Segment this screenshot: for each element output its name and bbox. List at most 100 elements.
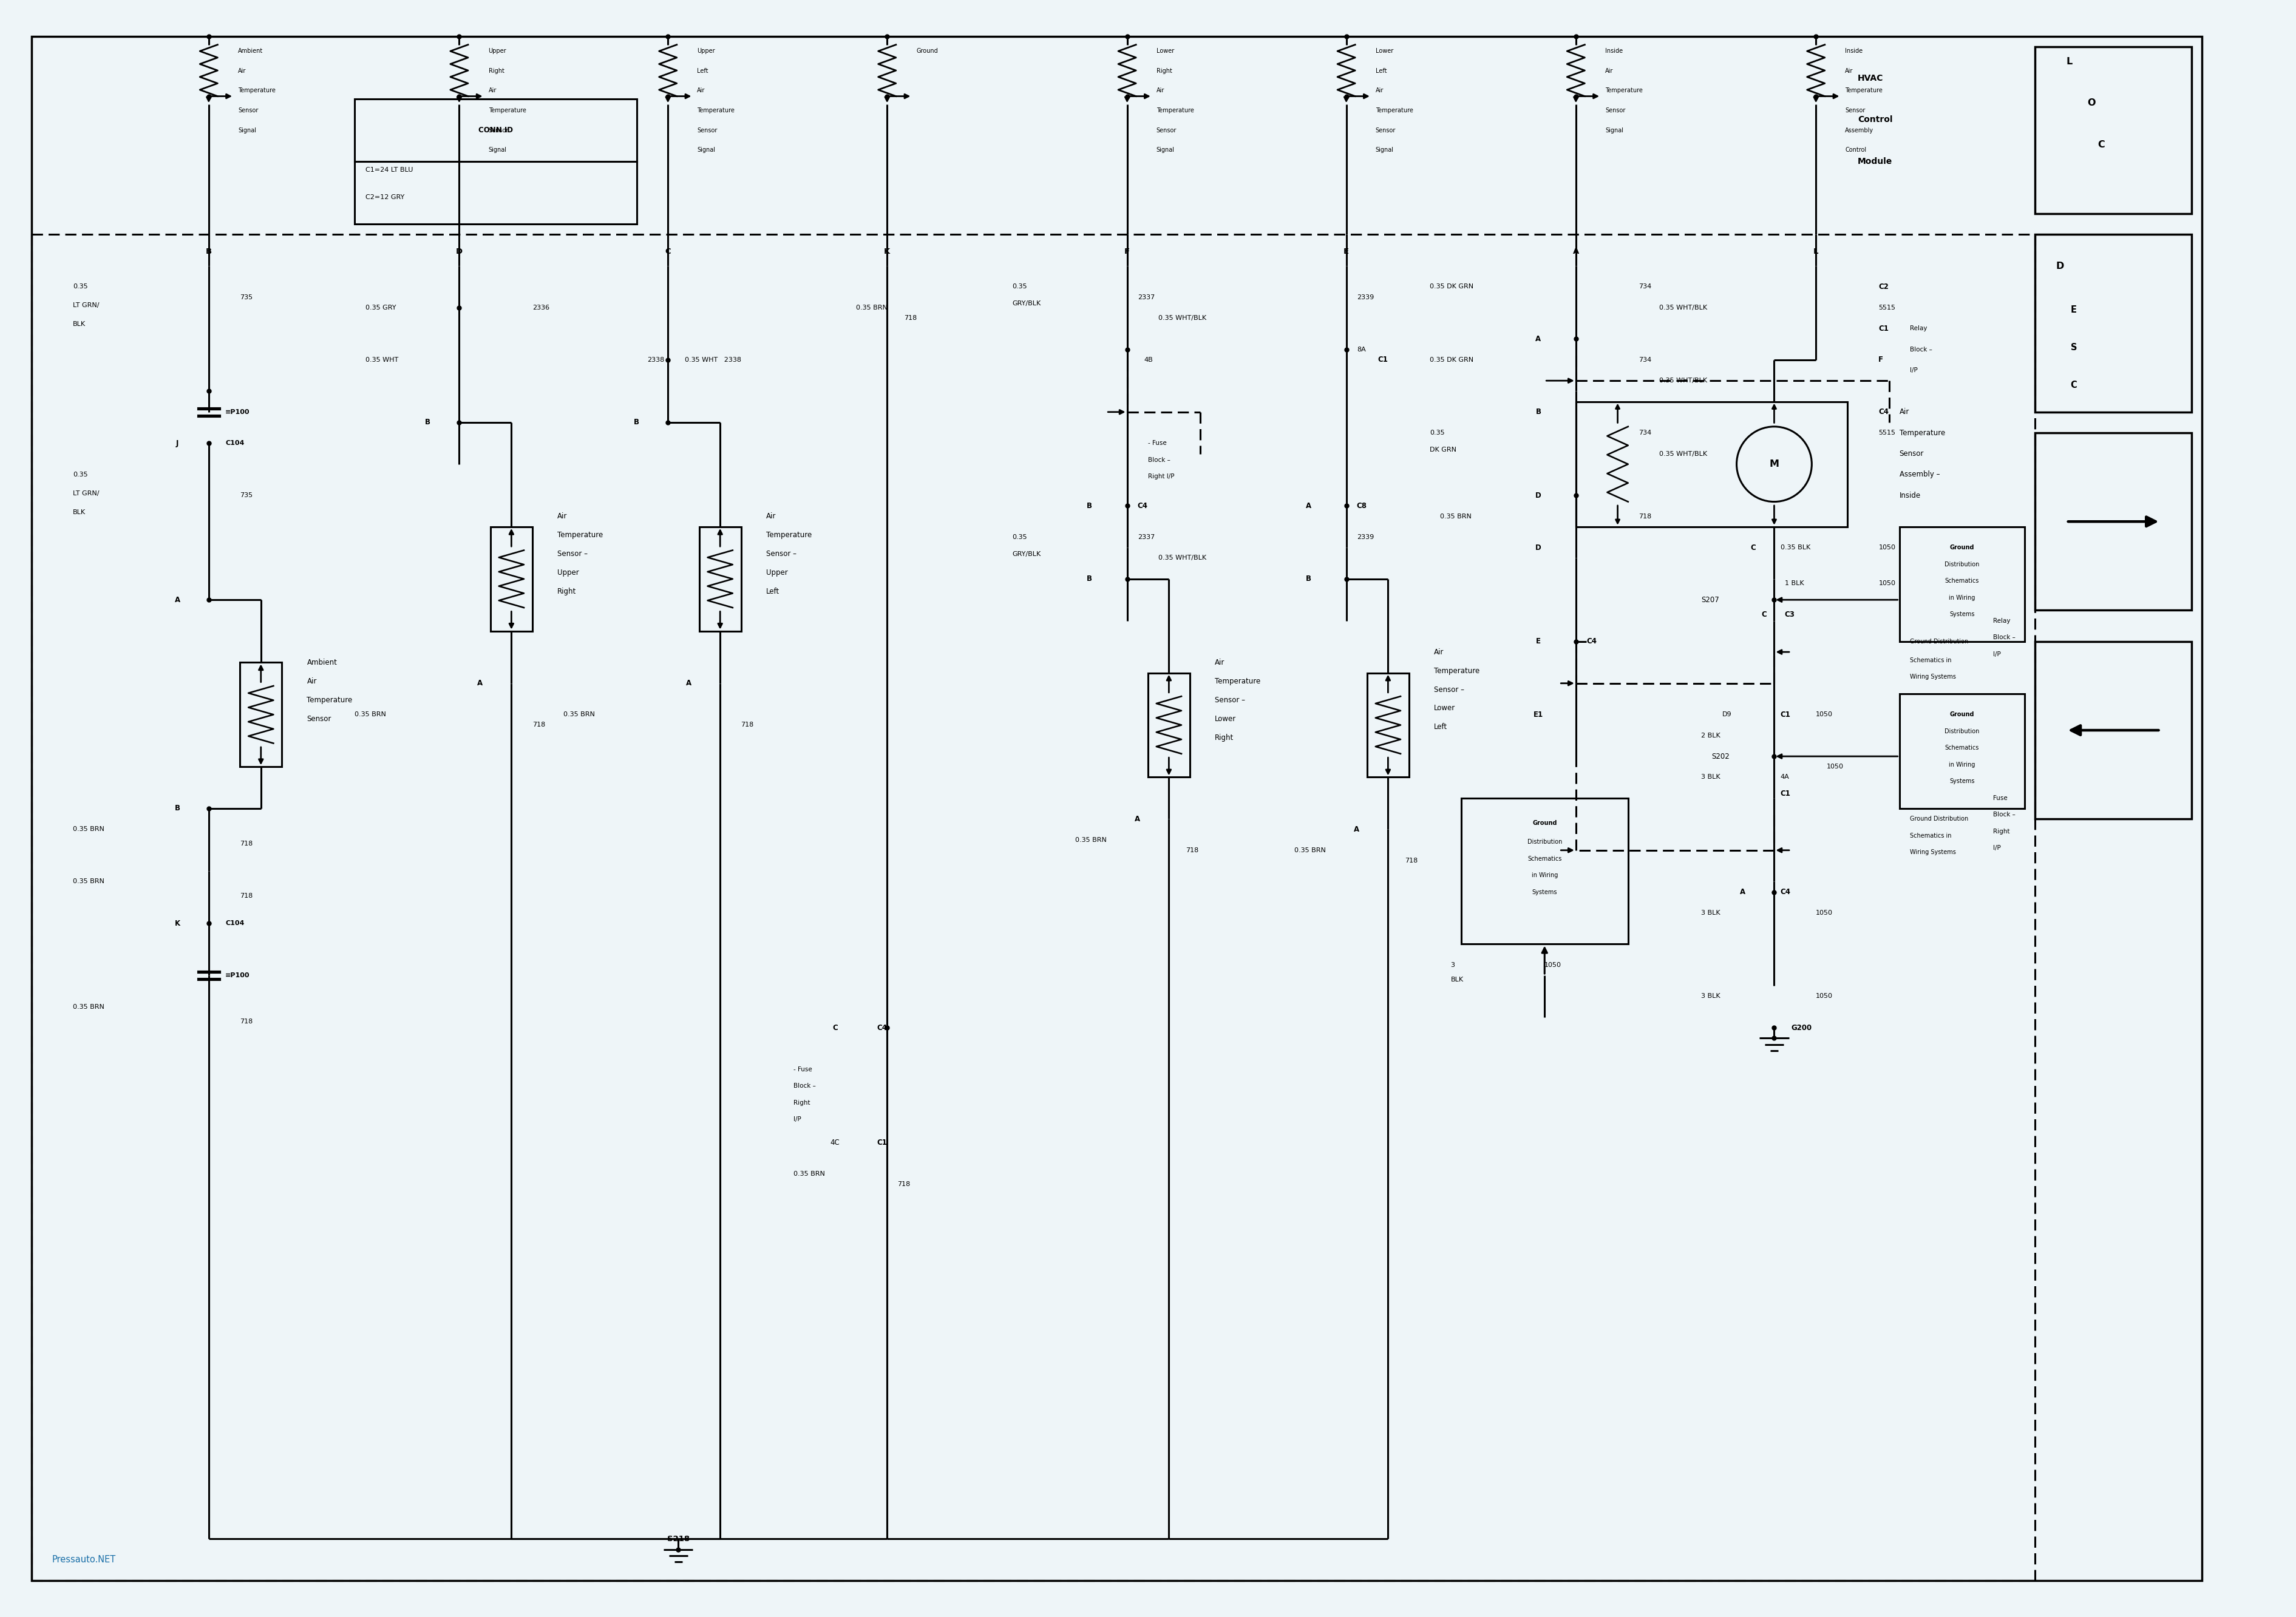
Text: Ground: Ground [916, 49, 939, 53]
Text: A: A [1134, 815, 1141, 823]
Text: C4: C4 [1779, 888, 1791, 896]
Text: Sensor: Sensor [308, 715, 331, 723]
Text: - Fuse: - Fuse [792, 1066, 813, 1072]
Text: Ground: Ground [1949, 545, 1975, 551]
Text: D: D [457, 247, 461, 255]
Text: - Fuse: - Fuse [1148, 440, 1166, 446]
Text: Air: Air [1899, 407, 1910, 416]
Text: B: B [174, 805, 179, 812]
Text: Schematics: Schematics [1945, 577, 1979, 584]
Text: 4C: 4C [831, 1138, 840, 1146]
Text: I/P: I/P [792, 1116, 801, 1122]
Text: C4: C4 [1137, 501, 1148, 509]
Text: A: A [1740, 888, 1745, 896]
Bar [700, 527, 742, 631]
Text: 718: 718 [241, 1019, 253, 1025]
Text: Right: Right [1157, 68, 1171, 74]
Text: 0.35 BRN: 0.35 BRN [1075, 836, 1107, 842]
Text: Sensor: Sensor [239, 107, 257, 113]
Text: C1=24 LT BLU: C1=24 LT BLU [365, 167, 413, 173]
Text: D9: D9 [1722, 711, 1731, 718]
Text: G200: G200 [1791, 1024, 1812, 1032]
Text: C3: C3 [1784, 611, 1795, 618]
Text: C2=12 GRY: C2=12 GRY [365, 194, 404, 201]
Text: C8: C8 [1357, 501, 1366, 509]
Text: 2339: 2339 [1357, 294, 1373, 301]
Text: M: M [1770, 459, 1779, 469]
Text: in Wiring: in Wiring [1531, 872, 1557, 878]
Text: 0.35 BRN: 0.35 BRN [792, 1171, 824, 1177]
Text: Sensor: Sensor [489, 128, 510, 133]
Text: Sensor: Sensor [698, 128, 716, 133]
Text: Sensor –: Sensor – [558, 550, 588, 558]
Bar [2034, 433, 2193, 610]
Text: C: C [666, 247, 670, 255]
Text: J: J [177, 440, 179, 448]
Text: E: E [1536, 637, 1541, 645]
Text: Temperature: Temperature [767, 530, 813, 538]
Text: Upper: Upper [698, 49, 714, 53]
Text: 3 BLK: 3 BLK [1701, 993, 1720, 999]
Text: Ground: Ground [1531, 820, 1557, 826]
Text: A: A [1573, 247, 1580, 255]
Text: Distribution: Distribution [1945, 561, 1979, 568]
Text: 0.35 WHT/BLK: 0.35 WHT/BLK [1660, 451, 1708, 456]
Text: 0.35 WHT/BLK: 0.35 WHT/BLK [1660, 304, 1708, 310]
Text: A: A [174, 595, 179, 603]
Text: A: A [1306, 501, 1311, 509]
Text: Upper: Upper [558, 569, 579, 577]
Bar [2034, 642, 2193, 818]
Text: Temperature: Temperature [1157, 107, 1194, 113]
Bar [1366, 673, 1410, 778]
Text: Sensor: Sensor [1157, 128, 1176, 133]
Text: A: A [1536, 335, 1541, 343]
Text: F: F [1125, 247, 1130, 255]
Text: Right: Right [1993, 828, 2009, 834]
Text: Lower: Lower [1375, 49, 1394, 53]
Bar [241, 663, 282, 766]
Text: Air: Air [239, 68, 246, 74]
Text: B: B [1306, 576, 1311, 582]
Text: A: A [1355, 825, 1359, 833]
Text: Relay: Relay [1910, 325, 1926, 331]
Text: Assembly –: Assembly – [1899, 471, 1940, 479]
Text: Ground Distribution: Ground Distribution [1910, 639, 1968, 645]
Text: Systems: Systems [1949, 611, 1975, 618]
Bar [1899, 694, 2025, 808]
Bar [1899, 527, 2025, 642]
Text: 0.35 BRN: 0.35 BRN [356, 711, 386, 718]
Text: I/P: I/P [1993, 846, 2002, 851]
Text: Sensor: Sensor [1899, 450, 1924, 458]
Text: Right I/P: Right I/P [1148, 474, 1176, 480]
Text: D: D [2055, 262, 2064, 270]
Text: Block –: Block – [1910, 346, 1933, 353]
Text: Upper: Upper [489, 49, 507, 53]
Text: 1050: 1050 [1878, 545, 1896, 551]
Text: C: C [831, 1024, 838, 1032]
Text: ≡P100: ≡P100 [225, 972, 250, 978]
Text: Temperature: Temperature [308, 695, 354, 703]
Text: 4B: 4B [1143, 357, 1153, 362]
Text: 5515: 5515 [1878, 430, 1896, 437]
Text: Temperature: Temperature [698, 107, 735, 113]
Text: 0.35 WHT/BLK: 0.35 WHT/BLK [1660, 378, 1708, 383]
Text: LT GRN/: LT GRN/ [73, 302, 99, 309]
Text: 734: 734 [1639, 357, 1651, 362]
Text: 3: 3 [1451, 962, 1456, 969]
Text: Sensor –: Sensor – [1435, 686, 1465, 694]
Text: 0.35: 0.35 [73, 472, 87, 477]
Text: 734: 734 [1639, 283, 1651, 289]
Text: B: B [1536, 407, 1541, 416]
Text: Block –: Block – [792, 1083, 815, 1090]
Text: 0.35 BRN: 0.35 BRN [1295, 847, 1325, 854]
Text: 2337: 2337 [1137, 294, 1155, 301]
Text: B: B [425, 419, 432, 427]
Text: Schematics in: Schematics in [1910, 833, 1952, 839]
Text: Right: Right [489, 68, 505, 74]
Text: Sensor: Sensor [1605, 107, 1626, 113]
Text: I/P: I/P [1993, 652, 2002, 657]
Bar [356, 162, 636, 225]
Text: Temperature: Temperature [239, 87, 276, 94]
Text: 718: 718 [1639, 513, 1651, 519]
Text: 1050: 1050 [1816, 910, 1832, 915]
